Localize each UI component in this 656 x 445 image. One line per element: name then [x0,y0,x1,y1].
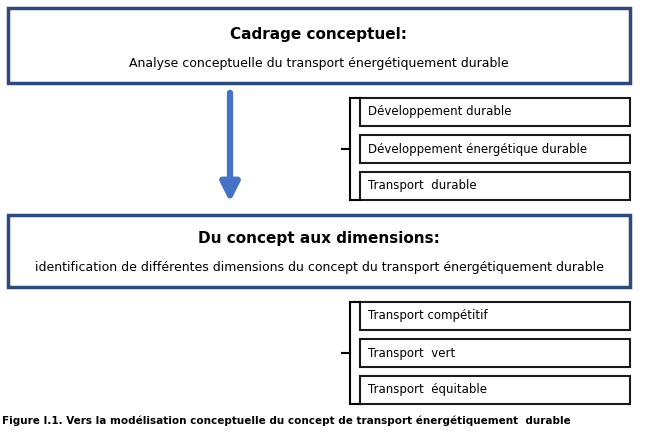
Text: Du concept aux dimensions:: Du concept aux dimensions: [198,231,440,246]
Text: Développement énergétique durable: Développement énergétique durable [368,142,587,155]
FancyBboxPatch shape [360,172,630,200]
FancyBboxPatch shape [360,135,630,163]
FancyBboxPatch shape [8,8,630,83]
Text: Transport  équitable: Transport équitable [368,384,487,396]
Text: Développement durable: Développement durable [368,105,512,118]
Text: Analyse conceptuelle du transport énergétiquement durable: Analyse conceptuelle du transport énergé… [129,57,509,69]
FancyBboxPatch shape [360,339,630,367]
Text: identification de différentes dimensions du concept du transport énergétiquement: identification de différentes dimensions… [35,260,604,274]
Text: Transport  durable: Transport durable [368,179,477,193]
Text: Figure I.1. Vers la modélisation conceptuelle du concept de transport énergétiqu: Figure I.1. Vers la modélisation concept… [2,415,571,425]
FancyBboxPatch shape [360,98,630,126]
Text: Transport  vert: Transport vert [368,347,455,360]
Text: Cadrage conceptuel:: Cadrage conceptuel: [230,27,407,41]
FancyBboxPatch shape [8,215,630,287]
FancyBboxPatch shape [360,302,630,330]
Text: Transport compétitif: Transport compétitif [368,310,487,323]
FancyBboxPatch shape [360,376,630,404]
